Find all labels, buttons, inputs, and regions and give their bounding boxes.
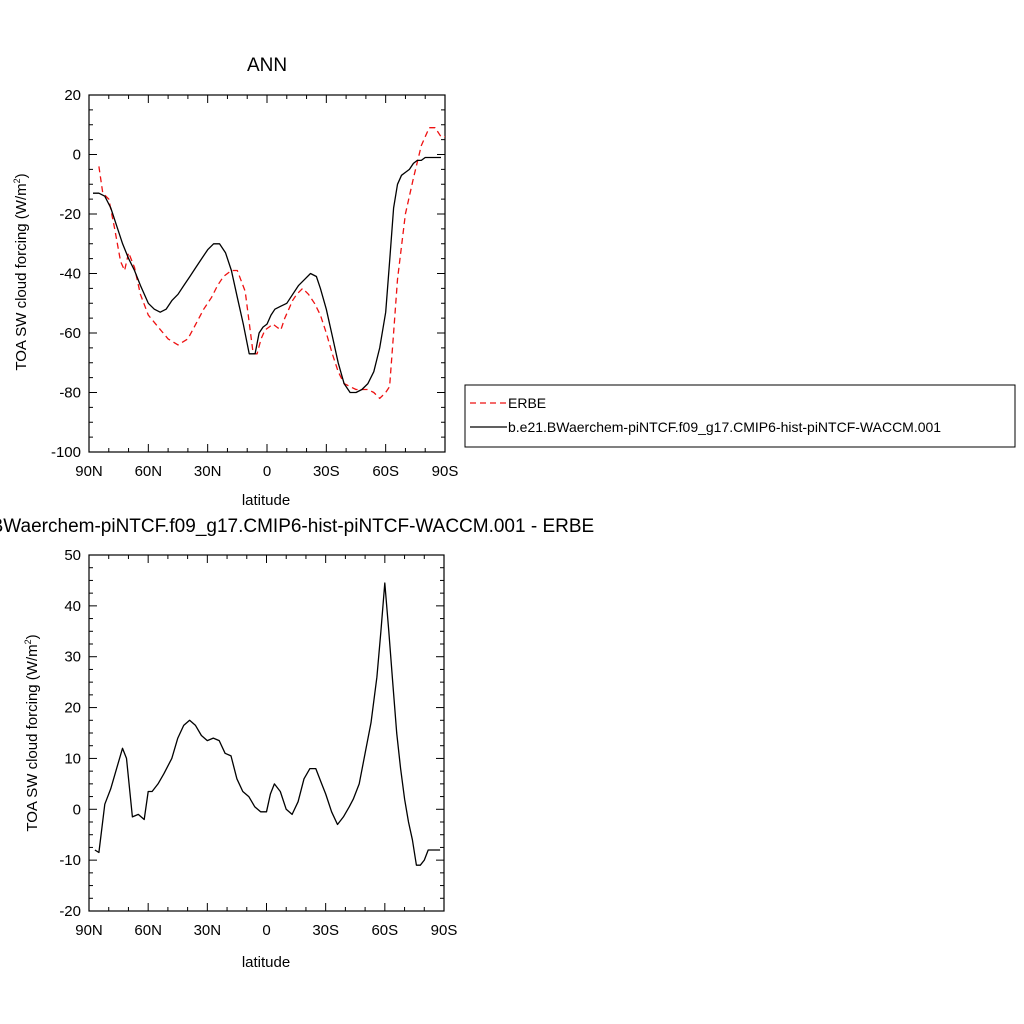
x-tick-label: 30S (313, 463, 340, 480)
y-tick-label: -20 (59, 903, 81, 920)
plot-frame (88, 94, 446, 453)
x-tick-label: 30N (194, 922, 222, 939)
panel-bottom-x-axis-label: latitude (242, 954, 290, 971)
panel-bottom: b.e21.BWaerchem-piNTCF.f09_g17.CMIP6-his… (0, 516, 594, 971)
panel-top-y-axis-title: TOA SW cloud forcing (W/m2) (12, 173, 30, 370)
y-tick-label: 20 (64, 700, 81, 717)
x-tick-label: 90N (75, 463, 103, 480)
x-tick-label: 0 (263, 463, 271, 480)
y-tick-label: 10 (64, 750, 81, 767)
legend-box (464, 384, 1016, 448)
y-tick-label: 20 (64, 87, 81, 104)
series-line-erbe (98, 127, 445, 400)
legend-label-erbe: ERBE (508, 395, 546, 411)
series-line-difference (94, 582, 441, 866)
x-tick-label: 60S (372, 463, 399, 480)
y-tick-label: -60 (59, 325, 81, 342)
y-tick-label: 0 (73, 147, 81, 164)
panel-bottom-y-axis-title: TOA SW cloud forcing (W/m2) (23, 634, 41, 831)
x-tick-label: 60N (135, 463, 163, 480)
panel-top-x-axis-label: latitude (242, 492, 290, 509)
x-tick-label: 30S (312, 922, 339, 939)
y-tick-label: 50 (64, 547, 81, 564)
x-tick-label: 90S (431, 922, 458, 939)
plot-frame (88, 554, 445, 912)
x-tick-label: 0 (262, 922, 270, 939)
legend-label-model: b.e21.BWaerchem-piNTCF.f09_g17.CMIP6-his… (508, 419, 941, 435)
y-tick-label: -40 (59, 266, 81, 283)
x-tick-label: 90N (75, 922, 103, 939)
x-tick-label: 60N (134, 922, 162, 939)
panel-bottom-y-axis-label: TOA SW cloud forcing (W/m2) (23, 634, 41, 831)
legend: ERBE b.e21.BWaerchem-piNTCF.f09_g17.CMIP… (464, 384, 1016, 448)
x-tick-label: 30N (194, 463, 222, 480)
panel-top: ANN TOA SW cloud forcing (W/m2) latitude… (12, 55, 1016, 509)
panel-bottom-title: b.e21.BWaerchem-piNTCF.f09_g17.CMIP6-his… (0, 516, 594, 537)
x-tick-label: 60S (371, 922, 398, 939)
x-tick-label: 90S (432, 463, 459, 480)
panel-bottom-plot-area: 90N 60N 30N 0 30S 60S 90S -20 -10 0 10 20 30 40 50 (59, 547, 457, 939)
y-tick-label: 40 (64, 598, 81, 615)
panel-top-title: ANN (247, 55, 287, 76)
y-tick-label: -80 (59, 385, 81, 402)
panel-top-plot-area: 90N 60N 30N 0 30S 60S 90S -100 -80 -60 -40 -20 0 20 (51, 87, 458, 480)
y-tick-label: -20 (59, 206, 81, 223)
series-line-model (93, 156, 441, 394)
panel-top-y-axis-label: TOA SW cloud forcing (W/m2) (12, 173, 30, 370)
y-tick-label: -10 (59, 852, 81, 869)
y-tick-label: 30 (64, 649, 81, 666)
y-tick-label: -100 (51, 444, 81, 461)
y-tick-label: 0 (73, 801, 81, 818)
